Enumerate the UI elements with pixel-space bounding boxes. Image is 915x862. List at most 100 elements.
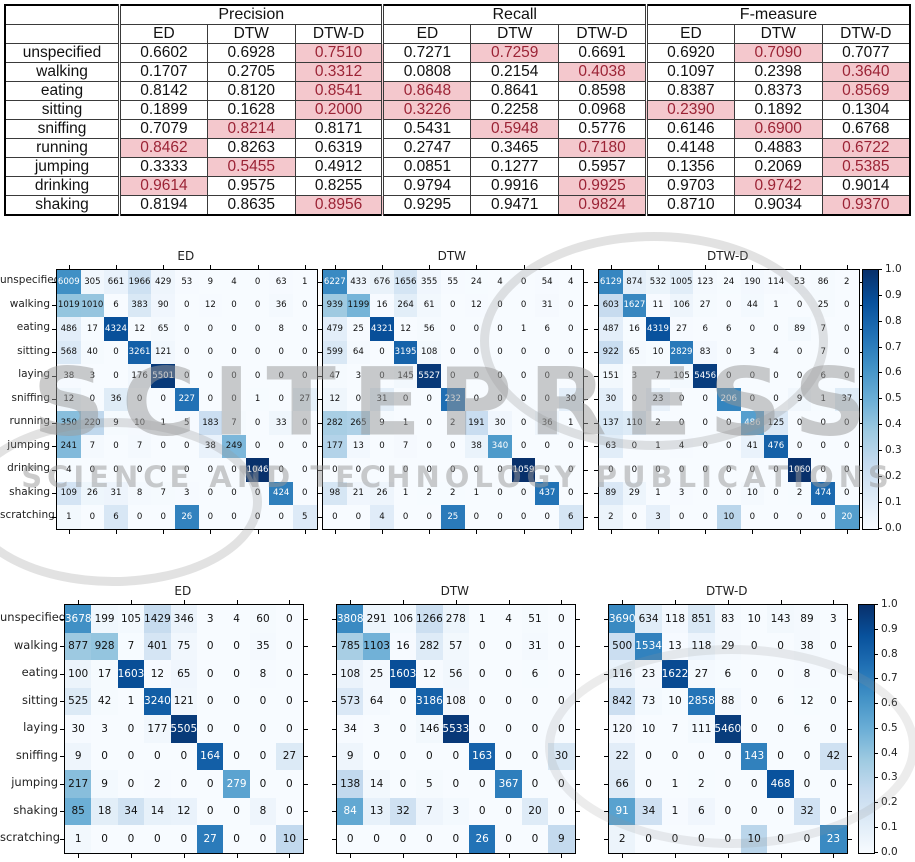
heatmap-cell: 603 bbox=[599, 293, 623, 317]
heatmap-cell: 30 bbox=[548, 742, 575, 770]
y-tick bbox=[332, 756, 336, 758]
metric-value-cell: 0.5455 bbox=[206, 157, 296, 177]
y-tick bbox=[604, 701, 608, 703]
metric-value-cell: 0.6319 bbox=[294, 138, 384, 158]
heatmap-cell: 0 bbox=[535, 505, 559, 529]
y-tick bbox=[303, 728, 308, 730]
colorbar-tick-label: 0.3 bbox=[881, 771, 898, 784]
heatmap-cell: 486 bbox=[57, 317, 81, 341]
heatmap-cell: 12 bbox=[57, 387, 81, 411]
heatmap-cell: 0 bbox=[635, 770, 662, 798]
heatmap-cell: 26 bbox=[80, 481, 105, 505]
heatmap-cell: 61 bbox=[417, 293, 441, 317]
heatmap-cell: 842 bbox=[609, 687, 636, 715]
heatmap-cell: 0 bbox=[693, 387, 717, 411]
heatmap-cell: 0 bbox=[370, 364, 394, 388]
metric-value-cell: 0.0808 bbox=[381, 62, 472, 82]
metric-value-cell: 0.1277 bbox=[470, 157, 560, 177]
plot-title: DTW bbox=[440, 584, 470, 598]
y-tick bbox=[318, 305, 322, 307]
heatmap-cell: 437 bbox=[535, 481, 559, 505]
heatmap-cell: 0 bbox=[276, 715, 303, 743]
metric-value-cell: 0.9925 bbox=[558, 176, 647, 196]
heatmap-cell: 10 bbox=[661, 687, 689, 715]
heatmap-cell: 0 bbox=[834, 364, 859, 388]
y-tick bbox=[594, 516, 598, 518]
heatmap-cell: 42 bbox=[91, 687, 118, 715]
y-tick bbox=[575, 783, 580, 785]
heatmap-cell: 10 bbox=[127, 411, 152, 435]
heatmap-cell: 0 bbox=[767, 715, 794, 743]
heatmap-cell: 0 bbox=[417, 505, 441, 529]
heatmap-cell: 0 bbox=[716, 481, 741, 505]
heatmap-cell: 44 bbox=[740, 293, 765, 317]
heatmap-cell: 108 bbox=[417, 340, 441, 364]
heatmap-cell: 1103 bbox=[363, 632, 390, 660]
heatmap-cell: 0 bbox=[714, 770, 741, 798]
x-tick bbox=[68, 265, 70, 269]
y-tick bbox=[847, 673, 852, 675]
metric-value-cell: 0.6900 bbox=[733, 119, 823, 139]
y-tick bbox=[52, 328, 56, 330]
heatmap-cell: 3186 bbox=[416, 687, 443, 715]
metric-value-cell: 0.6146 bbox=[644, 119, 735, 139]
heatmap-cell: 27 bbox=[688, 660, 715, 688]
colorbar-tick bbox=[874, 802, 878, 803]
heatmap-cell: 0 bbox=[269, 364, 293, 388]
heatmap-cell: 0 bbox=[669, 411, 694, 435]
heatmap-cell: 108 bbox=[337, 660, 364, 688]
heatmap-cell: 1 bbox=[245, 387, 270, 411]
heatmap-cell: 60 bbox=[249, 605, 277, 633]
heatmap-cell: 56 bbox=[417, 317, 441, 341]
heatmap-cell: 0 bbox=[548, 797, 575, 825]
heatmap-cell: 29 bbox=[714, 632, 741, 660]
heatmap-cell: 108 bbox=[442, 687, 469, 715]
y-tick bbox=[583, 446, 588, 448]
heatmap-cell: 6 bbox=[716, 317, 741, 341]
y-tick bbox=[52, 422, 56, 424]
y-tick bbox=[52, 446, 56, 448]
x-tick bbox=[455, 853, 457, 858]
heatmap-cell: 121 bbox=[170, 687, 197, 715]
y-tick bbox=[332, 673, 336, 675]
heatmap-cell: 525 bbox=[65, 687, 92, 715]
heatmap-cell: 4 bbox=[495, 605, 522, 633]
heatmap-cell: 121 bbox=[151, 340, 175, 364]
metric-value-cell: 0.2398 bbox=[733, 62, 823, 82]
heatmap-cell: 0 bbox=[820, 770, 847, 798]
heatmap-cell: 34 bbox=[337, 715, 364, 743]
heatmap-cell: 116 bbox=[609, 660, 636, 688]
heatmap-cell: 29 bbox=[622, 481, 647, 505]
metric-value-cell: 0.9034 bbox=[733, 195, 823, 216]
heatmap-cell: 85 bbox=[65, 797, 92, 825]
y-tick bbox=[859, 493, 864, 495]
heatmap-cell: 8 bbox=[793, 660, 821, 688]
heatmap-cell: 0 bbox=[292, 317, 317, 341]
y-tick bbox=[318, 469, 322, 471]
heatmap-cell: 0 bbox=[117, 770, 145, 798]
heatmap-cell: 5501 bbox=[151, 364, 175, 388]
y-tick bbox=[60, 646, 64, 648]
colorbar bbox=[858, 604, 875, 854]
colorbar-tick bbox=[878, 294, 882, 296]
metric-value-cell: 0.5776 bbox=[558, 119, 647, 139]
heatmap-cell: 38 bbox=[198, 434, 223, 458]
heatmap-cell: 32 bbox=[793, 797, 821, 825]
heatmap-cell: 573 bbox=[337, 687, 364, 715]
heatmap-cell: 38 bbox=[793, 632, 821, 660]
heatmap-cell: 0 bbox=[292, 364, 317, 388]
heatmap-cell: 23 bbox=[635, 660, 662, 688]
heatmap-cell: 0 bbox=[468, 660, 496, 688]
x-tick bbox=[752, 265, 754, 269]
y-tick bbox=[859, 446, 864, 448]
heatmap-cell: 0 bbox=[558, 317, 583, 341]
heatmap-cell: 53 bbox=[174, 270, 199, 294]
heatmap-cell: 41 bbox=[740, 434, 765, 458]
heatmap-cell: 0 bbox=[196, 797, 224, 825]
y-tick bbox=[332, 646, 336, 648]
y-tick bbox=[60, 756, 64, 758]
heatmap-cell: 0 bbox=[661, 825, 689, 853]
heatmap-cell: 874 bbox=[622, 270, 647, 294]
y-tick bbox=[859, 305, 864, 307]
y-tick bbox=[604, 618, 608, 620]
